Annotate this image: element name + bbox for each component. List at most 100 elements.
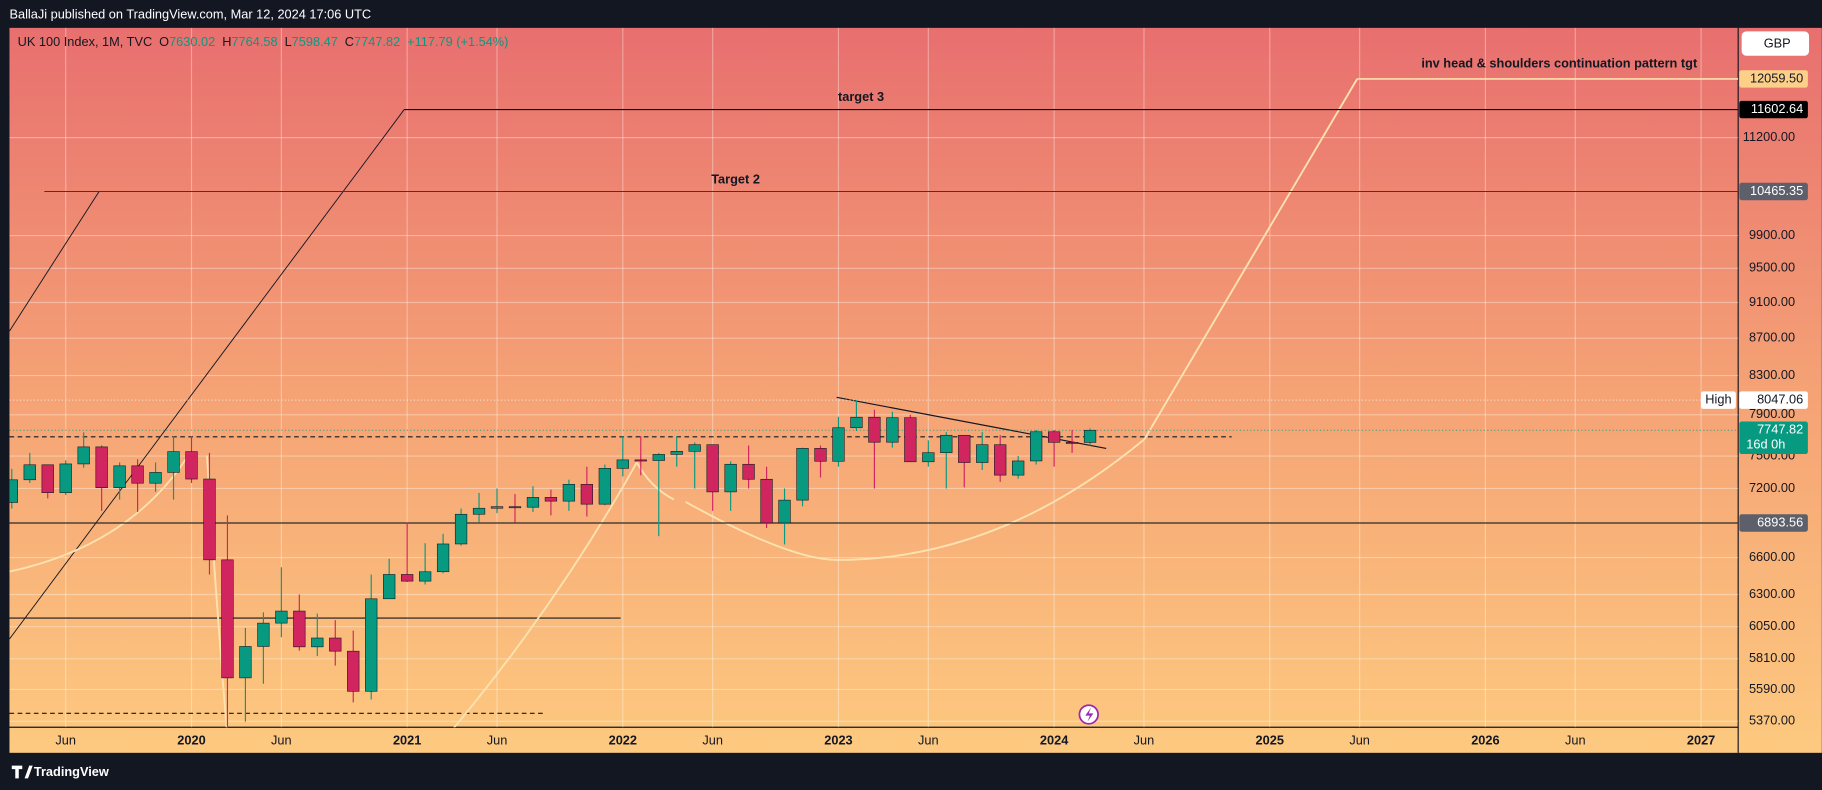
candle-body: [1012, 460, 1025, 476]
candle-body: [976, 444, 989, 463]
event-icon-bolt: [1085, 707, 1094, 722]
candle-body: [293, 610, 306, 648]
y-tick-label: 8300.00: [1749, 367, 1795, 382]
x-tick-label: 2024: [1040, 733, 1069, 748]
candle-body: [706, 444, 719, 493]
y-tick-label: 6050.00: [1749, 618, 1795, 633]
candle-body: [652, 454, 665, 461]
ohlc-value: 7598.47: [292, 34, 338, 49]
price-label-box: [1739, 100, 1808, 119]
candle-body: [221, 559, 234, 679]
candle-body: [868, 416, 881, 443]
x-tick-label: Jun: [1349, 733, 1370, 748]
candle-body: [365, 598, 378, 692]
brand-logo: [11, 765, 33, 779]
candle-body: [688, 444, 701, 452]
ohlc-letter: O: [159, 34, 169, 49]
y-tick-label: 7200.00: [1749, 480, 1795, 495]
candle-body: [544, 497, 558, 502]
candle-body: [95, 446, 108, 488]
candle-body: [1047, 431, 1061, 443]
price-label: 8047.06: [1757, 392, 1803, 407]
candle-body: [185, 451, 198, 480]
currency-button[interactable]: [1741, 31, 1810, 56]
legend: UK 100 Index, 1M, TVC O7630.02 H7764.58 L75…: [18, 34, 509, 49]
high-label-box: [1701, 391, 1736, 409]
candle-body: [922, 452, 935, 463]
candle-body: [814, 448, 827, 462]
head-curve: [453, 461, 638, 728]
candle-body: [778, 499, 791, 524]
trend-line: [836, 396, 1107, 450]
candle-body: [1083, 429, 1097, 443]
y-tick-label: 8700.00: [1749, 330, 1795, 345]
ohlc-value: 7764.58: [231, 34, 277, 49]
candle-body: [958, 434, 971, 463]
annotation: target 3: [838, 89, 884, 104]
y-tick-label: 11200.00: [1743, 129, 1795, 144]
candle-body: [418, 571, 432, 582]
x-tick-label: Jun: [918, 733, 939, 748]
candle-body: [131, 465, 144, 484]
candle-body: [472, 507, 486, 515]
candle-body: [526, 497, 540, 508]
y-tick-label: 5810.00: [1749, 650, 1795, 665]
ohlc-value: 7630.02: [169, 34, 215, 49]
candle-body: [670, 451, 683, 455]
y-tick-label: 7900.00: [1749, 406, 1795, 421]
candle-body: [832, 427, 845, 462]
candle-body: [167, 451, 180, 473]
candle-body: [742, 463, 755, 480]
ohlc-value: 7747.82: [354, 34, 400, 49]
price-label: 11602.64: [1751, 101, 1803, 116]
countdown: 16d 0h: [1746, 437, 1785, 452]
candle-body: [383, 574, 396, 600]
ohlc-letter: L: [285, 34, 292, 49]
candle-body: [454, 513, 468, 545]
x-tick-label: Jun: [1565, 733, 1586, 748]
price-levels: [9, 78, 1739, 524]
drawings: target 3 Target 2 inv head & shoulders c…: [9, 55, 1698, 728]
candle-body: [9, 479, 18, 503]
candle-body: [994, 444, 1007, 476]
candle-body: [257, 622, 270, 647]
candle-body: [490, 506, 504, 509]
candle-body: [580, 483, 593, 505]
candle-body: [1030, 431, 1043, 462]
annotation: Target 2: [711, 171, 760, 186]
candle-body: [401, 574, 414, 582]
x-tick-label: Jun: [487, 733, 508, 748]
shoulder-curve: [9, 458, 187, 573]
candle-body: [311, 637, 324, 648]
candle-body: [329, 637, 342, 652]
candle-body: [23, 464, 36, 481]
x-tick-label: 2027: [1687, 733, 1715, 748]
candle-body: [347, 650, 360, 692]
candle-body: [149, 472, 162, 484]
candle-body: [850, 416, 863, 429]
price-label: 12059.50: [1750, 70, 1803, 85]
ohlc-letter: C: [345, 34, 354, 49]
change: +117.79 (+1.54%): [407, 34, 508, 49]
published-line: BallaJi published on TradingView.com, Ma…: [9, 6, 371, 21]
candle-body: [508, 506, 522, 509]
x-tick-label: 2022: [609, 733, 637, 748]
x-tick-label: 2023: [824, 733, 852, 748]
price-label-box: [1739, 421, 1808, 455]
chart-background: [9, 27, 1822, 753]
candle-body: [275, 610, 288, 624]
shoulder-curve: [685, 78, 1358, 561]
y-tick-label: 6300.00: [1749, 586, 1795, 601]
candle-body: [436, 543, 450, 573]
y-tick-label: 9900.00: [1749, 227, 1795, 242]
candle-body: [616, 459, 629, 469]
candle-body: [203, 478, 216, 561]
currency-label[interactable]: GBP: [1764, 36, 1791, 51]
high-label: High: [1705, 392, 1731, 407]
ohlc-letter: H: [222, 34, 231, 49]
candle-body: [940, 434, 953, 453]
candle-body: [239, 646, 252, 679]
trend-line: [9, 191, 100, 332]
candle-body: [41, 464, 54, 493]
